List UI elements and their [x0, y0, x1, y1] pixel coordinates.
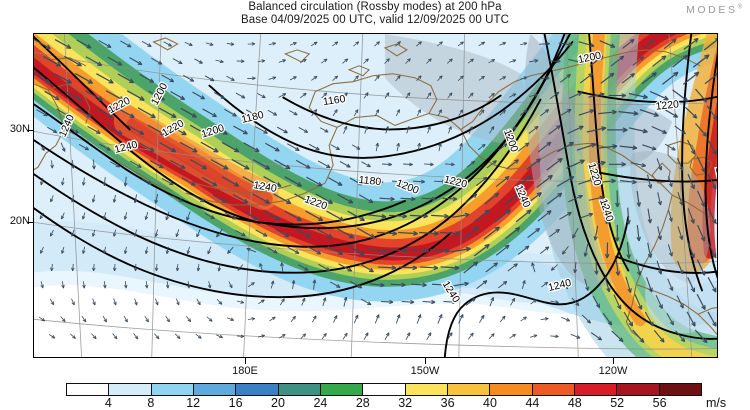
ytick-mark-30N: [27, 130, 34, 131]
xtick-mark-180E: [245, 357, 246, 364]
ytick-label-20N: 20N: [0, 215, 30, 227]
colorbar-swatch-7: [363, 384, 405, 395]
colorbar-swatch-1: [109, 384, 151, 395]
ytick-mark-20N: [27, 222, 34, 223]
page-title: Balanced circulation (Rossby modes) at 2…: [0, 1, 750, 14]
contour-label: 1180: [358, 175, 382, 188]
colorbar-swatch-10: [490, 384, 532, 395]
xtick-mark-150W: [425, 357, 426, 364]
colorbar-swatch-6: [321, 384, 363, 395]
colorbar-swatch-11: [533, 384, 575, 395]
chart-subtitle: Base 04/09/2025 00 UTC, valid 12/09/2025…: [0, 14, 750, 27]
colorbar-swatch-2: [152, 384, 194, 395]
colorbar-swatch-13: [617, 384, 659, 395]
ytick-label-30N: 30N: [0, 123, 30, 135]
colorbar-swatch-3: [194, 384, 236, 395]
chart-title-block: Balanced circulation (Rossby modes) at 2…: [0, 1, 750, 27]
xtick-label-180E: 180E: [215, 365, 275, 377]
colorbar-swatch-0: [67, 384, 109, 395]
xtick-label-150W: 150W: [395, 365, 455, 377]
colorbar-swatch-14: [660, 384, 701, 395]
colorbar-swatch-4: [236, 384, 278, 395]
colorbar-swatch-5: [279, 384, 321, 395]
colorbar[interactable]: [66, 383, 702, 396]
colorbar-swatch-8: [406, 384, 448, 395]
colorbar-swatch-9: [448, 384, 490, 395]
brand-text: MODES: [686, 4, 738, 16]
xtick-label-120W: 120W: [583, 365, 643, 377]
colorbar-swatch-12: [575, 384, 617, 395]
modes-logo: MODES®: [686, 4, 742, 16]
map-svg: 1220120012401220120011801160124012401220…: [34, 34, 717, 357]
brand-mark: ®: [738, 5, 742, 11]
xtick-mark-120W: [613, 357, 614, 364]
